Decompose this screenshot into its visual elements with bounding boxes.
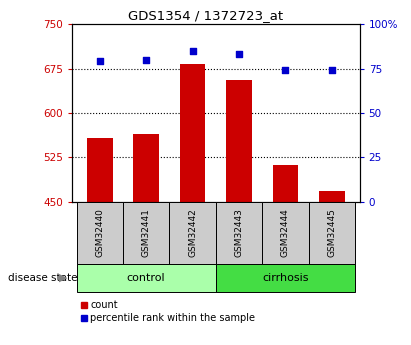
Text: GSM32443: GSM32443 [235, 208, 243, 257]
Bar [216, 264, 355, 292]
Text: GSM32444: GSM32444 [281, 208, 290, 257]
Bar [87, 138, 113, 202]
Point [282, 68, 289, 73]
Bar [169, 202, 216, 264]
Bar [226, 80, 252, 202]
Text: GDS1354 / 1372723_at: GDS1354 / 1372723_at [128, 9, 283, 22]
Bar [76, 202, 123, 264]
Bar [309, 202, 355, 264]
Legend: count, percentile rank within the sample: count, percentile rank within the sample [77, 296, 259, 327]
Point [328, 68, 335, 73]
Point [236, 52, 242, 57]
Text: control: control [127, 273, 166, 283]
Text: GSM32442: GSM32442 [188, 208, 197, 257]
Point [143, 57, 150, 62]
Bar [272, 165, 298, 202]
Text: GSM32445: GSM32445 [327, 208, 336, 257]
Bar [76, 264, 216, 292]
Text: ▶: ▶ [60, 273, 68, 283]
Bar [134, 134, 159, 202]
Text: GSM32440: GSM32440 [95, 208, 104, 257]
Text: disease state: disease state [8, 273, 78, 283]
Text: cirrhosis: cirrhosis [262, 273, 309, 283]
Bar [180, 64, 206, 202]
Text: GSM32441: GSM32441 [142, 208, 151, 257]
Point [189, 48, 196, 53]
Bar [123, 202, 169, 264]
Bar [216, 202, 262, 264]
Bar [262, 202, 309, 264]
Bar [319, 191, 344, 202]
Point [97, 59, 103, 64]
